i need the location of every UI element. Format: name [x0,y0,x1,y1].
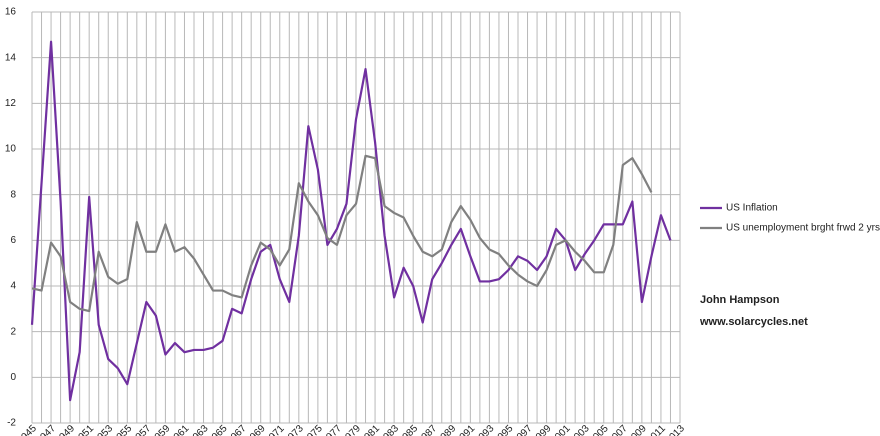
x-tick-label: 1945 [15,423,39,436]
x-tick-label: 1973 [282,423,306,436]
x-tick-label: 1997 [511,423,535,436]
x-tick-label: 2007 [606,423,630,436]
x-tick-label: 1953 [92,423,116,436]
x-tick-label: 1977 [320,423,344,436]
x-tick-label: 1947 [35,423,59,436]
x-tick-label: 1983 [378,423,402,436]
x-tick-label: 1961 [168,423,192,436]
y-tick-label: 16 [5,7,17,18]
x-tick-label: 2009 [625,423,649,436]
x-tick-label: 1979 [339,423,363,436]
x-tick-label: 1995 [492,423,516,436]
x-tick-label: 1959 [149,423,173,436]
x-tick-label: 1967 [225,423,249,436]
x-tick-label: 2001 [549,423,573,436]
y-tick-label: 6 [10,235,16,246]
x-tick-label: 1985 [397,423,421,436]
x-tick-label: 1975 [301,423,325,436]
x-tick-label: 1981 [359,423,383,436]
x-tick-label: 1991 [454,423,478,436]
x-tick-label: 1969 [244,423,268,436]
y-tick-label: -2 [7,418,16,429]
x-tick-label: 2005 [587,423,611,436]
x-tick-label: 2003 [568,423,592,436]
series-line [31,154,653,313]
x-tick-label: 1987 [416,423,440,436]
x-tick-label: 1993 [473,423,497,436]
x-tick-label: 2013 [663,423,687,436]
x-tick-label: 1949 [54,423,78,436]
x-tick-label: 1955 [111,423,135,436]
y-tick-label: 14 [5,52,17,63]
y-tick-label: 10 [5,144,17,155]
legend-label: US unemployment brght frwd 2 yrs [726,223,880,234]
y-tick-label: 0 [10,372,16,383]
x-tick-label: 1965 [206,423,230,436]
y-tick-label: 12 [5,98,17,109]
x-tick-label: 1971 [263,423,287,436]
x-tick-label: 1999 [530,423,554,436]
x-tick-label: 1957 [130,423,154,436]
x-tick-label: 1989 [435,423,459,436]
series-line [30,40,672,402]
y-tick-label: 8 [10,189,16,200]
x-tick-label: 1951 [73,423,97,436]
x-tick-label: 2011 [645,423,668,436]
annotation: www.solarcycles.net [699,316,808,328]
y-tick-label: 4 [10,281,16,292]
x-tick-label: 1963 [187,423,211,436]
y-tick-label: 2 [10,326,16,337]
legend-label: US Inflation [726,203,778,214]
annotation: John Hampson [700,294,780,306]
